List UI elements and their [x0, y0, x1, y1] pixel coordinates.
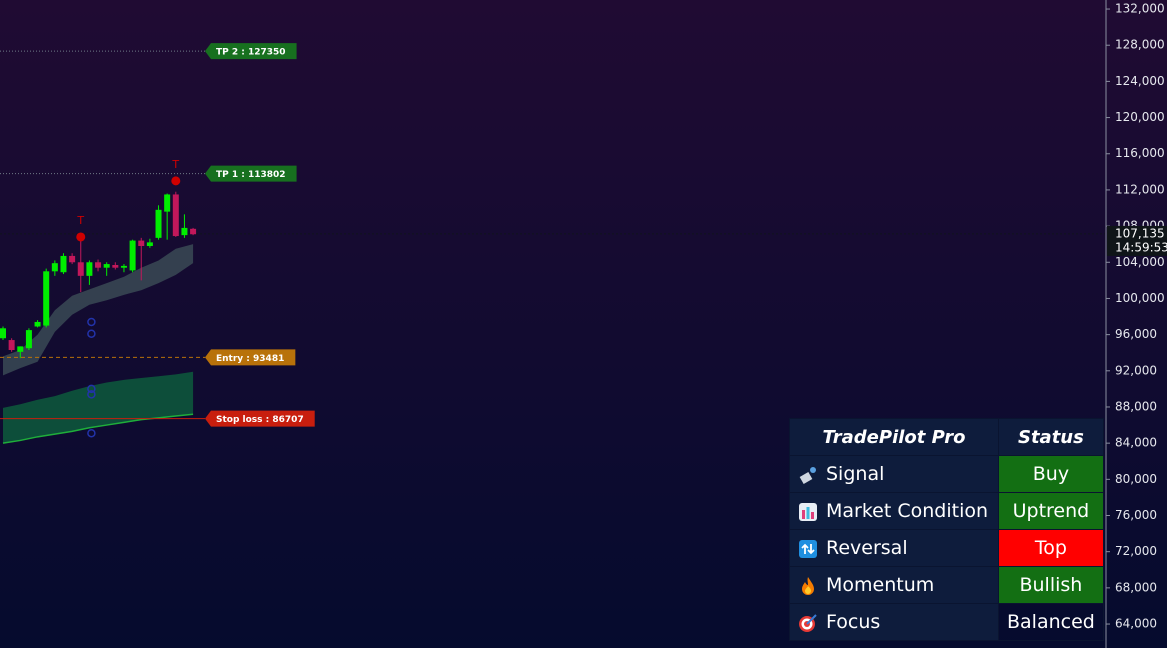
countdown-label: 14:59:53 [1115, 240, 1167, 254]
candle-body [95, 262, 102, 268]
y-tick-label: 80,000 [1115, 472, 1157, 486]
status-panel: TradePilot Pro Status Signal Buy Market … [789, 418, 1104, 641]
candle-body [181, 227, 188, 236]
y-tick-label: 68,000 [1115, 580, 1157, 594]
row-label: Focus [826, 611, 881, 633]
row-label: Market Condition [826, 500, 989, 522]
row-label-cell: Market Condition [789, 492, 999, 530]
row-label: Momentum [826, 574, 935, 596]
y-tick-label: 92,000 [1115, 363, 1157, 377]
candle-body [17, 346, 24, 352]
circle-marker [87, 390, 96, 399]
candle-body [120, 265, 127, 268]
candle-body [112, 264, 119, 268]
panel-header: TradePilot Pro Status [789, 418, 1104, 456]
row-label-cell: Reversal [789, 529, 999, 567]
icon [799, 539, 817, 558]
row-status: Top [998, 529, 1104, 567]
candle-body [0, 328, 6, 339]
row-label-cell: Momentum [789, 566, 999, 604]
y-tick-label: 84,000 [1115, 436, 1157, 450]
icon [799, 502, 817, 521]
row-status: Uptrend [998, 492, 1104, 530]
row-label: Signal [826, 463, 885, 485]
level-label-text: TP 2 : 127350 [216, 48, 286, 58]
row-status: Buy [998, 455, 1104, 493]
candle-body [25, 330, 32, 349]
row-label-cell: Signal [789, 455, 999, 493]
band-area [3, 244, 194, 376]
top-marker [171, 176, 181, 186]
level-label: TP 1 : 113802 [205, 165, 297, 182]
candle-body [43, 271, 50, 326]
band-area [3, 371, 194, 444]
level-label: Entry : 93481 [205, 349, 296, 366]
y-tick-label: 116,000 [1115, 146, 1165, 160]
current-price-label: 107,135 [1115, 226, 1165, 240]
top-marker-label: T [171, 158, 179, 171]
candle-body [34, 321, 41, 327]
y-tick-label: 88,000 [1115, 399, 1157, 413]
level-label-box [205, 349, 296, 366]
y-tick-label: 72,000 [1115, 544, 1157, 558]
panel-row: Reversal Top [789, 529, 1104, 567]
candle-body [60, 255, 67, 273]
y-tick-label: 76,000 [1115, 508, 1157, 522]
candle-body [138, 240, 145, 246]
y-tick-label: 64,000 [1115, 617, 1157, 631]
y-tick-label: 104,000 [1115, 255, 1165, 269]
candle-body [77, 262, 84, 276]
candle-body [172, 194, 179, 237]
top-marker [76, 232, 86, 242]
candle-body [164, 194, 171, 212]
y-tick-label: 120,000 [1115, 110, 1165, 124]
candle-body [129, 240, 136, 271]
top-marker-label: T [76, 214, 84, 227]
candle-body [69, 255, 76, 263]
row-status: Bullish [998, 566, 1104, 604]
y-tick-label: 132,000 [1115, 2, 1165, 16]
panel-title: TradePilot Pro [789, 418, 999, 456]
circle-marker [87, 329, 96, 338]
circle-marker [87, 428, 96, 438]
band-edge-line [2, 413, 194, 444]
level-label-box [205, 43, 297, 60]
candle-body [86, 262, 93, 276]
panel-status-header: Status [998, 418, 1104, 456]
panel-row: Focus Balanced [789, 603, 1104, 641]
candle-body [146, 242, 153, 246]
panel-row: Signal Buy [789, 455, 1104, 493]
y-tick-label: 128,000 [1115, 38, 1165, 52]
candle-body [190, 228, 197, 235]
row-label: Reversal [826, 537, 908, 559]
panel-row: Momentum Bullish [789, 566, 1104, 604]
y-tick-label: 124,000 [1115, 74, 1165, 88]
level-label-box [205, 410, 315, 427]
icon [799, 466, 816, 484]
icon [799, 613, 817, 632]
level-label: Stop loss : 86707 [205, 410, 315, 427]
circle-marker [87, 384, 96, 394]
candle-body [8, 340, 15, 351]
y-tick-label: 112,000 [1115, 182, 1165, 196]
row-status: Balanced [998, 603, 1104, 641]
level-label-box [205, 165, 297, 182]
y-tick-label: 100,000 [1115, 291, 1165, 305]
level-label-text: Entry : 93481 [216, 354, 284, 364]
level-label-text: Stop loss : 86707 [216, 415, 304, 425]
candle-body [103, 264, 110, 268]
y-tick-label: 96,000 [1115, 327, 1157, 341]
level-label: TP 2 : 127350 [205, 43, 297, 60]
candle-body [51, 263, 58, 272]
icon [802, 576, 814, 595]
panel-row: Market Condition Uptrend [789, 492, 1104, 530]
level-label-text: TP 1 : 113802 [216, 170, 286, 180]
candle-body [155, 209, 162, 238]
row-label-cell: Focus [789, 603, 999, 641]
circle-marker [87, 317, 96, 327]
current-price-box [1107, 225, 1167, 256]
